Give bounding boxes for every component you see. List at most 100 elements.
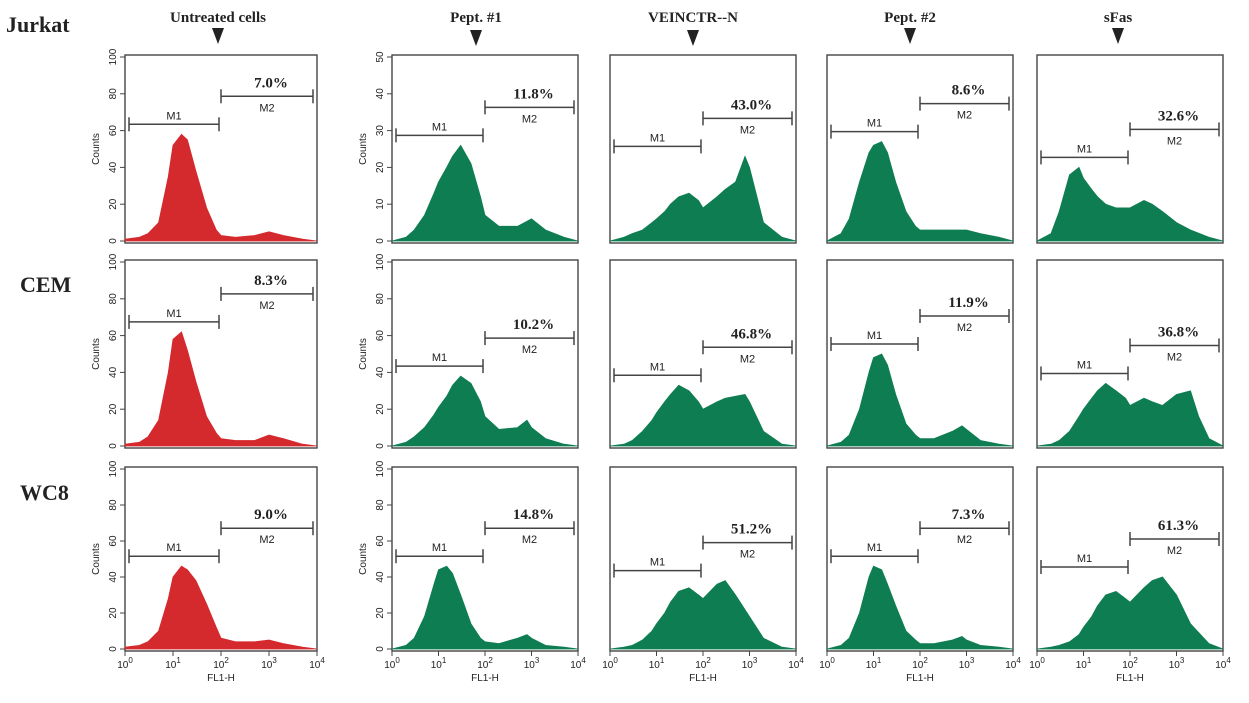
- y-tick-label: 100: [108, 460, 119, 477]
- gate-m1-label: M1: [166, 110, 181, 122]
- plot-frame: [826, 54, 1014, 244]
- y-tick-label: 10: [375, 198, 386, 210]
- gate-m2-label: M2: [1167, 351, 1182, 363]
- y-tick-label: 50: [375, 51, 386, 63]
- histogram-area: [391, 375, 579, 447]
- histogram-panel: M1 M2 7.3% 100 101 102 103 104 FL1-H: [819, 466, 1021, 684]
- y-tick-label: 80: [375, 499, 386, 511]
- gate-m1-label: M1: [650, 557, 665, 569]
- histogram-area: [391, 144, 579, 242]
- m2-percent-label: 36.8%: [1158, 324, 1199, 340]
- x-tick-label: 103: [261, 656, 277, 671]
- histogram-panel: M1 M2 32.6%: [1036, 54, 1224, 244]
- gate-m2-label: M2: [1167, 545, 1182, 557]
- m2-percent-label: 11.9%: [948, 295, 988, 311]
- x-tick-label: 102: [213, 656, 229, 671]
- gate-m2-label: M2: [1167, 135, 1182, 147]
- x-tick-label: 104: [570, 656, 586, 671]
- gate-m1-label: M1: [1077, 359, 1092, 371]
- column-label-pept1: Pept. #1: [450, 10, 502, 26]
- plot-frame: [609, 259, 797, 449]
- gate-m1-label: M1: [166, 542, 181, 554]
- histogram-panel: M1 M2 61.3% 100 101 102 103 104 FL1-H: [1029, 466, 1231, 684]
- gate-m2-label: M2: [740, 353, 755, 365]
- x-axis-label: FL1-H: [471, 673, 499, 684]
- y-tick-label: 100: [108, 48, 119, 65]
- y-tick-label: 20: [108, 607, 119, 619]
- y-axis-label: Counts: [91, 338, 102, 370]
- gate-m1-label: M1: [432, 121, 447, 133]
- plot-frame: [124, 259, 318, 449]
- gate-m2-label: M2: [957, 534, 972, 546]
- plot-frame: [1036, 54, 1224, 244]
- y-tick-label: 100: [108, 253, 119, 270]
- histogram-area: [1036, 382, 1224, 447]
- m2-percent-label: 51.2%: [731, 522, 772, 538]
- gate-m2-label: M2: [957, 322, 972, 334]
- y-tick-label: 20: [108, 403, 119, 415]
- y-tick-label: 40: [375, 366, 386, 378]
- histogram-panel: M1 M2 9.0% 0 20 40 60 80 100 Counts 100 101 102 103 10…: [91, 460, 325, 684]
- x-axis-label: FL1-H: [1116, 673, 1144, 684]
- x-tick-label: 104: [309, 656, 325, 671]
- y-tick-label: 20: [375, 607, 386, 619]
- gate-m1-label: M1: [1077, 143, 1092, 155]
- gate-m2-label: M2: [957, 110, 972, 122]
- gate-m2-label: M2: [740, 124, 755, 136]
- x-tick-label: 101: [866, 656, 882, 671]
- y-tick-label: 0: [108, 646, 119, 652]
- y-tick-label: 60: [108, 125, 119, 137]
- histogram-panel: M1 M2 10.2% 0 20 40 60 80 100 Counts: [358, 253, 579, 449]
- histogram-area: [609, 384, 797, 447]
- plot-frame: [391, 259, 579, 449]
- histogram-panel: M1 M2 8.3% 0 20 40 60 80 100 Counts: [91, 253, 318, 449]
- gate-m2-label: M2: [259, 102, 274, 114]
- y-tick-label: 100: [375, 460, 386, 477]
- y-tick-label: 0: [375, 646, 386, 652]
- m2-percent-label: 8.3%: [254, 273, 288, 289]
- y-axis-label: Counts: [358, 133, 369, 165]
- y-tick-label: 60: [375, 535, 386, 547]
- m2-percent-label: 46.8%: [731, 326, 772, 342]
- histogram-area: [1036, 166, 1224, 242]
- y-tick-label: 100: [375, 253, 386, 270]
- histogram-area: [826, 141, 1014, 242]
- gate-m2-label: M2: [259, 300, 274, 312]
- histogram-area: [609, 155, 797, 242]
- histogram-area: [609, 580, 797, 650]
- y-tick-label: 80: [108, 499, 119, 511]
- y-tick-label: 20: [375, 161, 386, 173]
- y-tick-label: 0: [108, 238, 119, 244]
- x-tick-label: 102: [1122, 656, 1138, 671]
- histogram-panel: M1 M2 51.2% 100 101 102 103 104 FL1-H: [602, 466, 804, 684]
- arrow-down-icon: [212, 28, 224, 44]
- x-tick-label: 101: [649, 656, 665, 671]
- x-axis-label: FL1-H: [207, 673, 235, 684]
- gate-m1-label: M1: [432, 352, 447, 364]
- m2-percent-label: 61.3%: [1158, 518, 1199, 534]
- gate-m1-label: M1: [867, 330, 882, 342]
- gate-m1-label: M1: [867, 118, 882, 130]
- y-tick-label: 60: [375, 330, 386, 342]
- x-tick-label: 100: [819, 656, 835, 671]
- y-axis-label: Counts: [358, 338, 369, 370]
- arrow-down-icon: [470, 30, 482, 46]
- histogram-panel: M1 M2 46.8%: [609, 259, 797, 449]
- plot-frame: [826, 259, 1014, 449]
- y-tick-label: 20: [108, 198, 119, 210]
- x-tick-label: 103: [524, 656, 540, 671]
- histogram-panel: M1 M2 11.8% 0 10 20 30 40 50 Counts: [358, 51, 579, 244]
- gate-m1-label: M1: [166, 308, 181, 320]
- x-axis-label: FL1-H: [906, 673, 934, 684]
- m2-percent-label: 8.6%: [952, 83, 986, 99]
- gate-m2-label: M2: [522, 344, 537, 356]
- x-tick-label: 101: [1076, 656, 1092, 671]
- gate-m1-label: M1: [650, 132, 665, 144]
- histogram-area: [826, 353, 1014, 447]
- plot-frame: [1036, 259, 1224, 449]
- column-label-untreated: Untreated cells: [170, 10, 266, 26]
- histogram-panel: M1 M2 7.0% 0 20 40 60 80 100 Counts: [91, 48, 318, 244]
- x-tick-label: 103: [959, 656, 975, 671]
